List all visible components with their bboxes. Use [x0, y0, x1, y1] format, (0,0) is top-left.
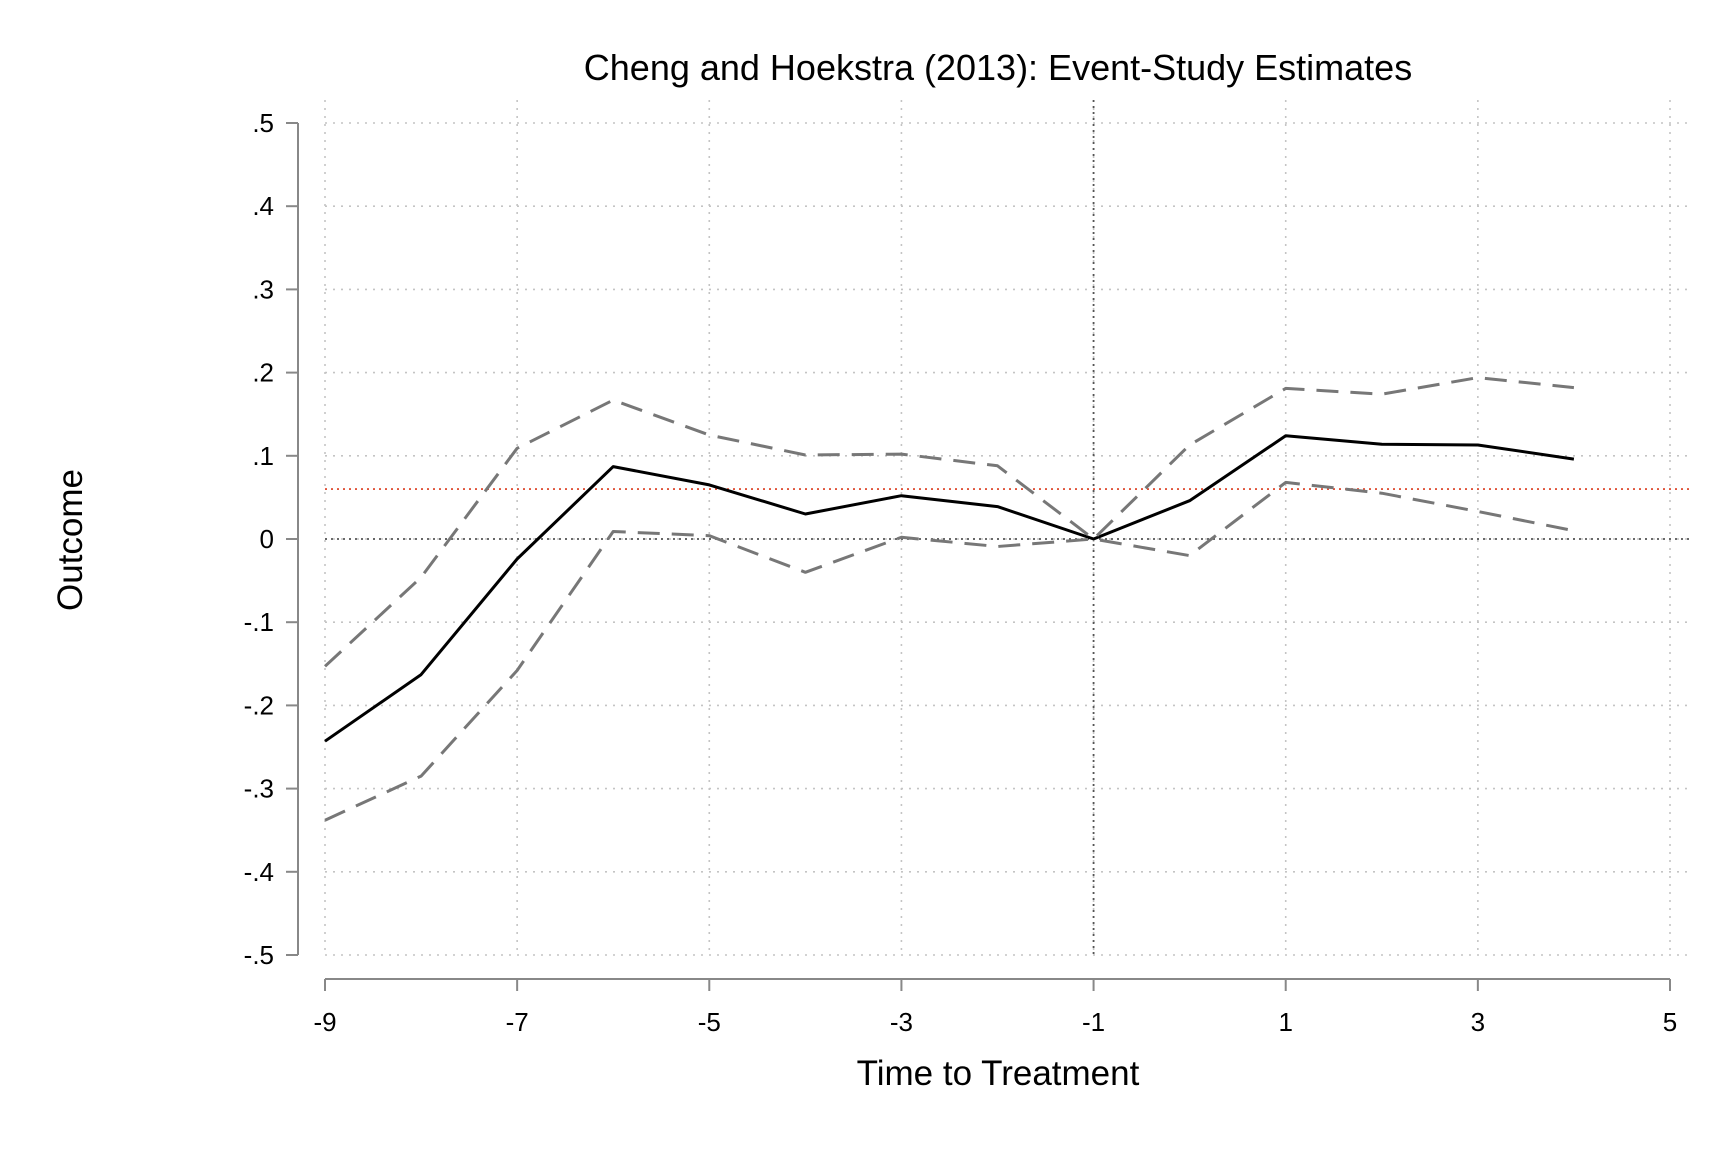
data-series [323, 376, 1575, 822]
y-tick-label: .5 [252, 108, 274, 138]
x-tick-label: -1 [1082, 1007, 1105, 1037]
y-tick-label: -.3 [244, 774, 274, 804]
y-tick-label: -.4 [244, 857, 274, 887]
estimate-line [324, 434, 1575, 743]
x-tick-label: -9 [313, 1007, 336, 1037]
gridlines [324, 100, 1690, 956]
y-tick-label: .1 [252, 441, 274, 471]
x-tick-label: -3 [890, 1007, 913, 1037]
y-tick-label: -.5 [244, 940, 274, 970]
y-tick-label: 0 [260, 524, 274, 554]
lower-ci-line [324, 480, 1575, 822]
y-tick-label: -.1 [244, 607, 274, 637]
chart-title: Cheng and Hoekstra (2013): Event-Study E… [584, 47, 1412, 88]
x-tick-label: 3 [1471, 1007, 1485, 1037]
upper-ci-line [323, 376, 1575, 668]
x-tick-label: 5 [1663, 1007, 1677, 1037]
y-tick-label: -.2 [244, 690, 274, 720]
axes: .5 .4 .3 .2 .1 0 -.1 -.2 -.3 -.4 -.5 -9 -7 -5 -3 -1 1 3 5 [244, 108, 1678, 1037]
y-tick-label: .4 [252, 191, 274, 221]
x-tick-label: 1 [1278, 1007, 1292, 1037]
x-tick-label: -7 [506, 1007, 529, 1037]
y-tick-label: .2 [252, 358, 274, 388]
y-tick-label: .3 [252, 274, 274, 304]
y-axis-title: Outcome [51, 469, 90, 611]
x-tick-label: -5 [698, 1007, 721, 1037]
reference-lines [325, 100, 1690, 955]
x-axis-title: Time to Treatment [857, 1054, 1140, 1093]
